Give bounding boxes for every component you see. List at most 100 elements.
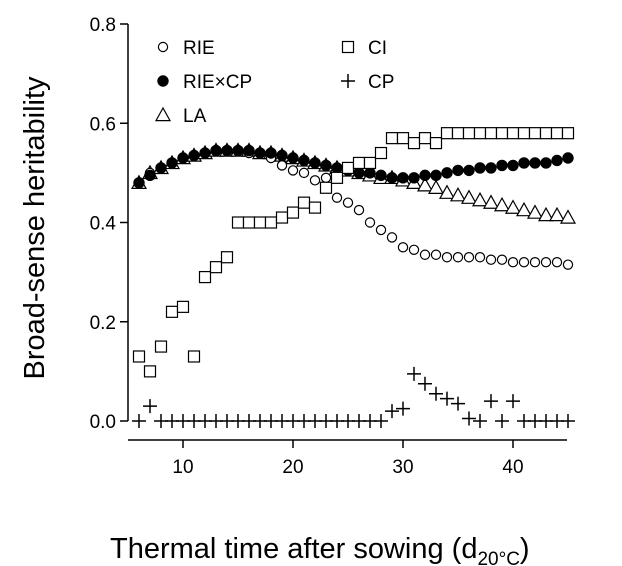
- point-ci: [165, 305, 179, 318]
- point-ci: [198, 270, 212, 284]
- point-rie-x-cp: [419, 169, 431, 182]
- point-ci: [132, 350, 146, 363]
- point-rie-x-cp: [188, 149, 200, 162]
- point-rie: [463, 252, 475, 263]
- point-rie: [408, 244, 420, 255]
- point-ci: [407, 137, 421, 150]
- point-cp: [495, 414, 509, 428]
- point-rie-x-cp: [463, 164, 475, 177]
- point-ci: [462, 127, 476, 140]
- x-axis-title-close: ): [520, 533, 530, 565]
- point-ci: [253, 216, 267, 229]
- point-la: [537, 206, 555, 222]
- point-rie: [441, 252, 453, 263]
- point-cp: [418, 376, 432, 391]
- point-rie-x-cp: [518, 157, 530, 169]
- point-rie: [529, 257, 541, 268]
- point-rie: [474, 252, 486, 263]
- point-cp: [429, 386, 443, 401]
- point-ci: [484, 127, 498, 140]
- x-tick-label: 30: [392, 457, 413, 478]
- point-ci: [308, 201, 322, 214]
- point-rie-x-cp: [364, 167, 376, 179]
- point-rie: [419, 249, 431, 260]
- x-axis-title: Thermal time after sowing (d20°C): [110, 533, 530, 566]
- point-ci: [517, 127, 531, 140]
- point-rie-x-cp: [243, 144, 255, 157]
- point-ci: [374, 146, 388, 160]
- point-rie: [331, 192, 343, 203]
- data-points: [130, 127, 577, 428]
- point-ci: [418, 132, 432, 145]
- x-axis: 10 20 30 40: [128, 439, 567, 478]
- point-ci: [176, 300, 190, 313]
- point-rie-x-cp: [507, 159, 519, 172]
- legend-marker-la: [154, 106, 172, 122]
- series-cp: [132, 366, 575, 428]
- point-rie-x-cp: [155, 162, 167, 174]
- point-ci: [319, 181, 333, 194]
- point-cp: [484, 394, 498, 409]
- series-rie-x-cp: [133, 144, 574, 189]
- point-ci: [143, 365, 157, 378]
- point-rie: [309, 175, 321, 186]
- point-ci: [473, 127, 487, 140]
- legend-marker-rie-x-cp: [157, 75, 169, 87]
- legend-label-la: LA: [183, 106, 207, 127]
- point-rie-x-cp: [485, 162, 497, 174]
- y-tick-label: 0.8: [90, 15, 116, 36]
- point-cp: [396, 401, 410, 416]
- point-ci: [429, 137, 443, 150]
- point-ci: [330, 171, 344, 184]
- point-rie-x-cp: [375, 169, 387, 182]
- point-rie-x-cp: [441, 167, 453, 179]
- point-la: [427, 179, 445, 194]
- y-axis-title: Broad-sense heritability: [19, 76, 51, 380]
- x-tick-label: 20: [282, 457, 303, 478]
- point-ci: [220, 251, 234, 264]
- point-rie-x-cp: [166, 157, 178, 169]
- point-rie-x-cp: [562, 152, 574, 164]
- point-rie-x-cp: [551, 154, 563, 167]
- point-la: [515, 201, 533, 217]
- point-la: [493, 196, 511, 212]
- point-rie: [397, 242, 409, 253]
- point-ci: [187, 350, 201, 363]
- y-tick-label: 0.0: [90, 412, 116, 433]
- point-rie-x-cp: [452, 164, 464, 177]
- legend-label-ci: CI: [368, 38, 387, 59]
- point-rie-x-cp: [430, 169, 442, 182]
- point-ci: [451, 127, 465, 140]
- point-rie-x-cp: [221, 144, 233, 157]
- point-cp: [473, 414, 487, 428]
- legend-label-rie: RIE: [183, 38, 215, 59]
- point-rie-x-cp: [287, 152, 299, 164]
- y-tick-label: 0.6: [90, 114, 116, 135]
- point-ci: [209, 261, 223, 274]
- point-rie-x-cp: [353, 167, 365, 179]
- point-rie: [298, 167, 310, 179]
- point-ci: [297, 196, 311, 209]
- point-ci: [275, 211, 289, 224]
- point-rie: [430, 249, 442, 260]
- point-ci: [154, 340, 168, 353]
- point-rie-x-cp: [309, 157, 321, 169]
- x-axis-title-subscript: 20°C: [477, 549, 519, 566]
- point-cp: [451, 396, 465, 411]
- point-rie-x-cp: [144, 169, 156, 182]
- point-cp: [561, 414, 575, 428]
- point-rie-x-cp: [199, 147, 211, 159]
- point-rie: [452, 252, 464, 263]
- point-la: [449, 186, 467, 202]
- point-rie-x-cp: [386, 172, 398, 184]
- point-rie: [320, 172, 332, 184]
- y-axis: 0.0 0.2 0.4 0.6 0.8: [90, 15, 129, 433]
- point-rie: [507, 257, 519, 268]
- point-ci: [495, 127, 509, 140]
- point-la: [526, 204, 544, 219]
- point-rie: [287, 165, 299, 176]
- point-rie: [353, 204, 365, 216]
- point-la: [438, 184, 456, 199]
- point-ci: [264, 216, 278, 229]
